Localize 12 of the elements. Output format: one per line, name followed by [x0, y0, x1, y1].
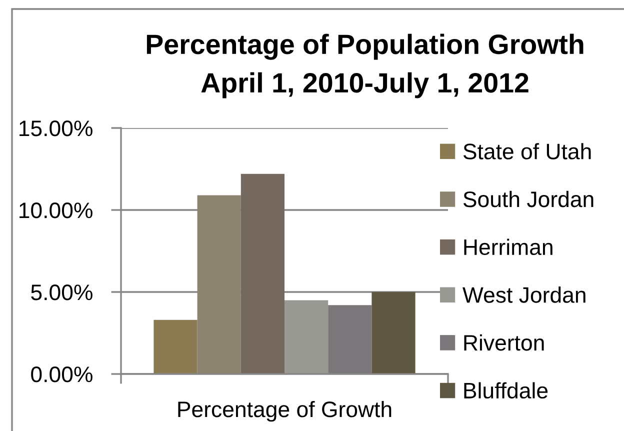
legend-label: West Jordan	[462, 286, 586, 303]
y-tick-label: 0.00%	[31, 366, 92, 382]
legend-label: Bluffdale	[464, 382, 548, 399]
legend-label: South Jordan	[463, 190, 594, 208]
legend-label: State of Utah	[463, 143, 591, 160]
x-axis-title: Percentage of Growth	[178, 400, 392, 422]
y-tick-label: 10.00%	[20, 202, 92, 218]
legend-label: Riverton	[464, 334, 544, 351]
y-tick-label: 15.00%	[20, 120, 92, 136]
legend-label: Herriman	[464, 238, 552, 256]
y-tick-label: 5.00%	[31, 284, 92, 300]
chart-title: Percentage of Population Growth April 1, 2010-July 1, 2012	[146, 34, 584, 98]
